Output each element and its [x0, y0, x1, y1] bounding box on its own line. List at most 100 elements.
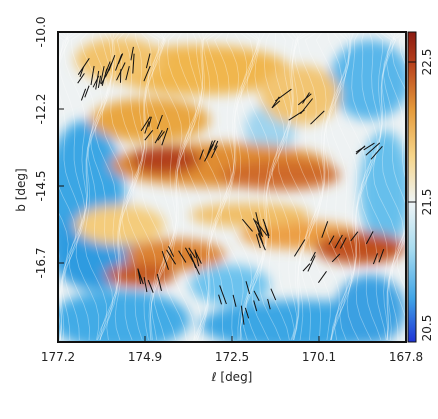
polarization-vector — [254, 220, 268, 236]
polarization-vector — [184, 247, 194, 263]
drapery-stroke — [176, 32, 202, 341]
polarization-vector — [84, 85, 90, 98]
drapery-stroke — [316, 32, 342, 341]
colorbar: 22.5 21.5 20.5 — [407, 31, 434, 343]
polarization-vector — [92, 75, 100, 88]
colorbar-tick-label: 21.5 — [420, 189, 434, 216]
polarization-vector — [156, 114, 163, 130]
drapery-stroke — [90, 32, 117, 341]
drapery-stroke — [183, 32, 209, 341]
drapery-stroke — [132, 32, 160, 341]
drapery-stroke — [58, 32, 82, 341]
polarization-vector — [257, 220, 263, 238]
drapery-stroke — [365, 32, 392, 341]
x-axis: 177.2 174.9 172.5 170.1 167.8 ℓ [deg] — [41, 336, 423, 384]
polarization-vector — [204, 144, 215, 162]
polarization-vector — [90, 65, 95, 86]
drapery-stroke — [152, 32, 177, 341]
drapery-stroke — [277, 32, 301, 341]
heatmap-area — [58, 32, 406, 342]
drapery-stroke — [292, 32, 316, 341]
x-tick-label: 177.2 — [41, 350, 75, 364]
polarization-vector — [270, 288, 277, 301]
polarization-vector — [97, 75, 102, 88]
polarization-vector — [355, 145, 366, 153]
polarization-vector — [300, 98, 313, 115]
drapery-stroke — [339, 32, 366, 341]
drapery-stroke — [381, 32, 405, 341]
polarization-vector — [232, 294, 237, 307]
colorbar-tick-label: 20.5 — [420, 315, 434, 342]
polarization-vector — [370, 145, 383, 160]
drapery-stroke — [293, 32, 321, 341]
polarization-vector — [125, 65, 130, 81]
polarization-vector — [210, 145, 218, 159]
drapery-stroke — [119, 32, 143, 341]
colorbar-tick-label: 22.5 — [420, 49, 434, 76]
drapery-stroke — [234, 32, 259, 341]
polarization-vector — [331, 253, 341, 263]
polarization-vector — [168, 246, 175, 257]
drapery-stroke — [251, 32, 279, 341]
polarization-vector — [77, 73, 85, 84]
drapery-stroke — [346, 32, 373, 341]
drapery-stroke — [391, 32, 406, 323]
drapery-stroke — [210, 32, 235, 341]
drapery-stroke — [297, 32, 324, 341]
drapery-stroke — [84, 32, 108, 341]
polarization-vector — [262, 218, 270, 236]
drapery-stroke — [372, 32, 397, 341]
drapery-stroke — [140, 32, 165, 341]
polarization-vector — [310, 110, 325, 125]
polarization-vector — [100, 66, 105, 84]
drapery-stroke — [206, 32, 232, 341]
drapery-stroke — [58, 32, 69, 341]
polarization-vector — [307, 255, 316, 272]
polarization-vector — [115, 54, 123, 71]
drapery-stroke — [323, 32, 347, 341]
polarization-vector — [310, 251, 316, 262]
polarization-vector — [372, 253, 378, 265]
intensity-field — [58, 38, 406, 342]
polarization-vector — [271, 96, 280, 109]
drapery-stroke — [383, 32, 406, 341]
x-axis-label: ℓ [deg] — [211, 370, 253, 384]
polarization-vector — [257, 233, 266, 251]
polarization-vector — [253, 290, 260, 302]
polarization-vector — [317, 271, 327, 283]
polarization-vector — [241, 218, 253, 232]
x-tick-label: 172.5 — [215, 350, 249, 364]
polarization-vector — [79, 66, 85, 77]
polarization-vector — [108, 55, 116, 71]
x-tick-label: 167.8 — [389, 350, 423, 364]
polarization-vector — [178, 250, 187, 263]
x-tick-label: 174.9 — [128, 350, 162, 364]
drapery-stroke — [236, 32, 264, 341]
polarization-vector — [156, 273, 162, 292]
drapery-stroke — [106, 32, 134, 341]
drapery-stroke — [245, 32, 270, 341]
drapery-stroke — [308, 32, 336, 341]
polarization-vector — [189, 253, 197, 269]
drapery-stroke — [100, 32, 126, 341]
drapery-stroke — [95, 32, 120, 341]
drapery-stroke — [147, 32, 175, 341]
polarization-vector — [253, 300, 258, 312]
polarization-vector — [161, 127, 169, 146]
polarization-vector — [267, 298, 271, 310]
y-axis: -10.0 -12.2 -14.5 -16.7 b [deg] — [14, 16, 64, 279]
polarization-vector — [365, 142, 381, 156]
polarization-vector — [140, 116, 151, 132]
polarization-vector — [199, 149, 204, 160]
polarization-vector — [100, 69, 110, 85]
drapery-stroke — [171, 32, 197, 341]
drapery-stroke — [228, 32, 254, 341]
polarization-vector — [240, 305, 245, 325]
polarization-vector — [334, 234, 343, 249]
polarization-vector — [302, 263, 311, 272]
polarization-vector — [105, 61, 111, 74]
polarization-vectors — [77, 46, 385, 325]
polarization-vector — [321, 221, 329, 238]
polarization-vector — [144, 129, 154, 141]
drapery-stroke — [58, 32, 77, 341]
